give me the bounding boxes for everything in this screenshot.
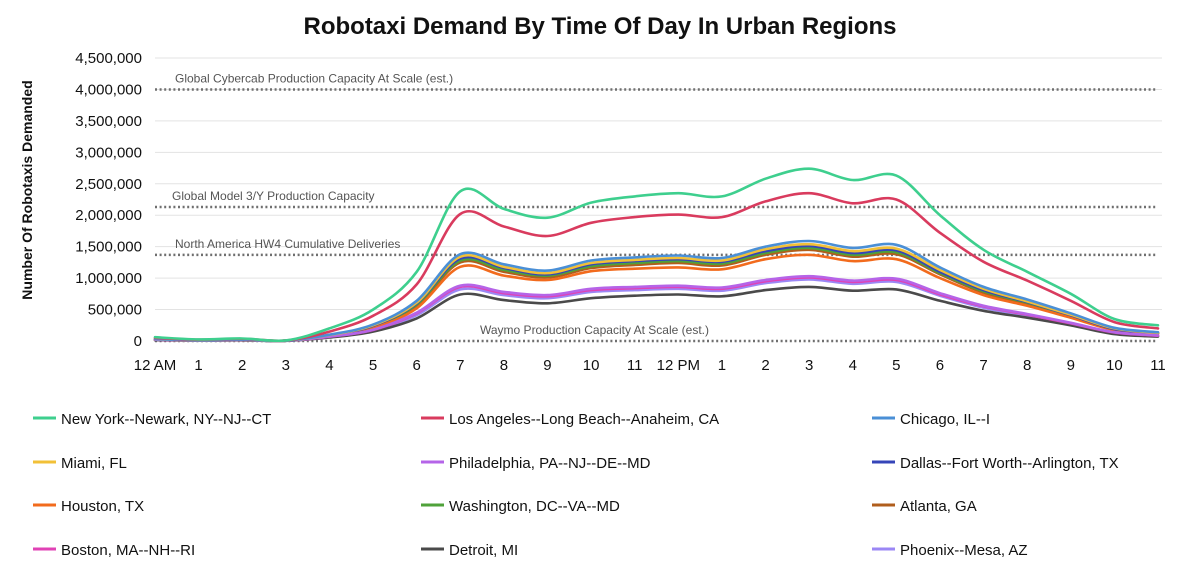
x-tick-label: 4 — [325, 357, 333, 374]
chart-title: Robotaxi Demand By Time Of Day In Urban … — [304, 13, 897, 40]
x-tick-label: 12 PM — [657, 357, 700, 374]
series-line — [153, 191, 1160, 343]
x-tick-label: 2 — [238, 357, 246, 374]
y-tick-label: 4,000,000 — [75, 81, 142, 98]
x-tick-label: 7 — [979, 357, 987, 374]
x-tick-label: 5 — [369, 357, 377, 374]
legend-label: New York--Newark, NY--NJ--CT — [61, 411, 271, 428]
x-tick-label: 10 — [1106, 357, 1123, 374]
x-tick-label: 9 — [543, 357, 551, 374]
x-tick-label: 3 — [805, 357, 813, 374]
x-tick-label: 12 AM — [134, 357, 177, 374]
x-tick-label: 4 — [849, 357, 857, 374]
legend-label: Dallas--Fort Worth--Arlington, TX — [900, 455, 1119, 472]
reference-line-label: Global Model 3/Y Production Capacity — [172, 189, 375, 203]
legend-label: Los Angeles--Long Beach--Anaheim, CA — [449, 411, 719, 428]
reference-line-label: Global Cybercab Production Capacity At S… — [175, 71, 453, 85]
legend-label: Philadelphia, PA--NJ--DE--MD — [449, 455, 651, 472]
x-tick-label: 3 — [282, 357, 290, 374]
legend-label: Atlanta, GA — [900, 498, 977, 515]
x-tick-label: 6 — [412, 357, 420, 374]
x-tick-label: 5 — [892, 357, 900, 374]
x-tick-label: 6 — [936, 357, 944, 374]
x-tick-label: 8 — [1023, 357, 1031, 374]
x-tick-label: 11 — [627, 357, 643, 374]
series-lines — [153, 167, 1160, 343]
y-axis-label: Number Of Robotaxis Demanded — [19, 80, 35, 299]
x-tick-label: 2 — [761, 357, 769, 374]
y-tick-label: 0 — [134, 333, 142, 350]
x-ticks: 12 AM 1 2 3 4 5 6 7 8 9 10 11 12 PM 1 2 3 4 5 6 7 8 9 10 11 — [134, 357, 1166, 374]
legend-label: Houston, TX — [61, 498, 144, 515]
gridlines — [155, 57, 1162, 311]
x-tick-label: 9 — [1067, 357, 1075, 374]
y-tick-label: 3,000,000 — [75, 144, 142, 161]
series-line — [153, 239, 1160, 343]
legend-label: Washington, DC--VA--MD — [449, 498, 620, 515]
x-tick-label: 1 — [194, 357, 202, 374]
y-tick-label: 4,500,000 — [75, 50, 142, 67]
legend-label: Chicago, IL--I — [900, 411, 990, 428]
y-tick-label: 2,000,000 — [75, 207, 142, 224]
reference-line-label: North America HW4 Cumulative Deliveries — [175, 237, 400, 251]
legend-label: Phoenix--Mesa, AZ — [900, 542, 1028, 559]
series-line — [153, 274, 1160, 343]
legend-label: Miami, FL — [61, 455, 127, 472]
y-tick-label: 2,500,000 — [75, 176, 142, 193]
y-tick-label: 1,500,000 — [75, 239, 142, 256]
y-tick-label: 3,500,000 — [75, 113, 142, 130]
y-tick-label: 500,000 — [88, 302, 142, 319]
x-tick-label: 7 — [456, 357, 464, 374]
series-line — [153, 167, 1160, 343]
y-ticks: 0 500,000 1,000,000 1,500,000 2,000,000 2,500… — [75, 50, 142, 350]
reference-line-label: Waymo Production Capacity At Scale (est.… — [480, 323, 709, 337]
x-tick-label: 8 — [500, 357, 508, 374]
legend-label: Detroit, MI — [449, 542, 518, 559]
x-tick-label: 11 — [1150, 357, 1166, 374]
x-tick-label: 10 — [583, 357, 600, 374]
x-tick-label: 1 — [718, 357, 726, 374]
y-tick-label: 1,000,000 — [75, 270, 142, 287]
legend: New York--Newark, NY--NJ--CT Los Angeles-… — [33, 411, 1119, 559]
legend-label: Boston, MA--NH--RI — [61, 542, 195, 559]
reference-lines: Global Cybercab Production Capacity At S… — [155, 71, 1156, 343]
